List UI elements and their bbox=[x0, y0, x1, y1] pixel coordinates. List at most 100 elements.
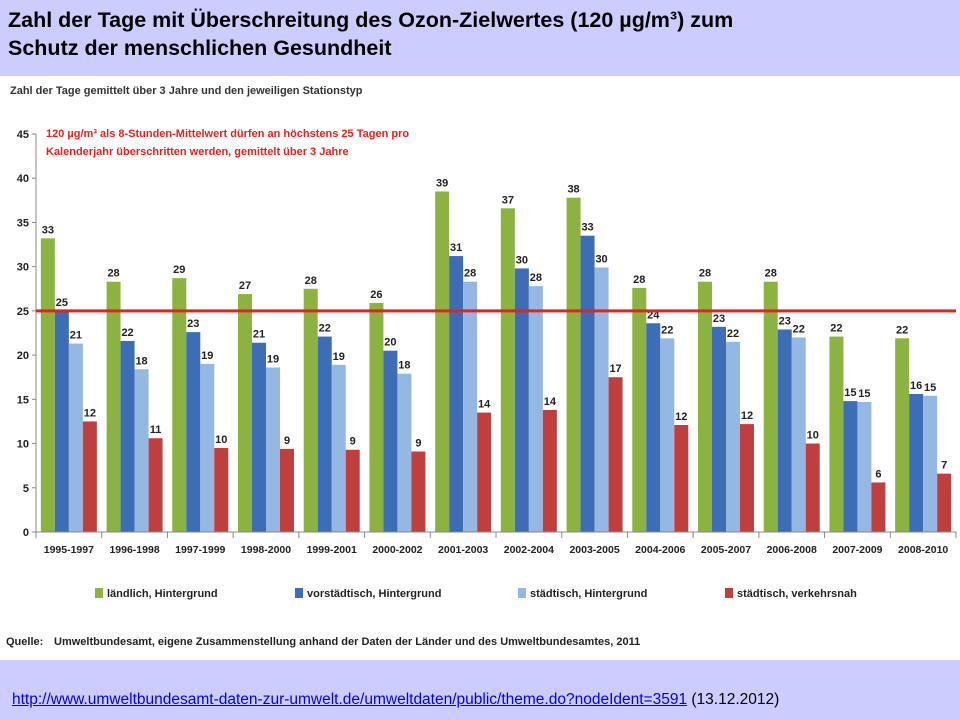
bar bbox=[777, 329, 792, 532]
source-text: Umweltbundesamt, eigene Zusammenstellung… bbox=[54, 636, 640, 648]
page-title: Zahl der Tage mit Überschreitung des Ozo… bbox=[8, 6, 948, 62]
x-tick-label: 2000-2002 bbox=[372, 544, 422, 556]
bar bbox=[303, 288, 318, 532]
bar bbox=[172, 278, 187, 532]
bar bbox=[763, 281, 778, 532]
bar bbox=[252, 342, 266, 532]
bar-data-label: 22 bbox=[727, 328, 739, 340]
bar bbox=[726, 341, 740, 532]
bar-data-label: 25 bbox=[56, 297, 68, 309]
bar-data-label: 26 bbox=[370, 289, 382, 301]
bar-data-label: 14 bbox=[478, 399, 491, 411]
bar bbox=[791, 337, 806, 532]
bar bbox=[580, 235, 595, 532]
bar-data-label: 18 bbox=[135, 355, 147, 367]
page-title-line-1: Zahl der Tage mit Überschreitung des Ozo… bbox=[8, 8, 734, 32]
bar-data-label: 12 bbox=[741, 410, 753, 422]
bar-data-label: 30 bbox=[516, 254, 528, 266]
bar bbox=[712, 326, 726, 532]
legend-swatch bbox=[518, 588, 526, 598]
bar-data-label: 12 bbox=[675, 411, 687, 423]
bar-data-label: 10 bbox=[215, 434, 227, 446]
bar bbox=[542, 409, 557, 532]
legend-label: ländlich, Hintergrund bbox=[107, 588, 218, 600]
bar-data-label: 17 bbox=[609, 363, 621, 375]
threshold-annotation-line-1: 120 µg/m³ als 8-Stunden-Mittelwert dürfe… bbox=[46, 128, 409, 140]
bar bbox=[266, 367, 280, 532]
y-tick-label: 30 bbox=[17, 262, 29, 274]
bar-data-label: 6 bbox=[875, 468, 881, 480]
bar-data-label: 22 bbox=[896, 324, 908, 336]
bar-chart: Zahl der Tage gemittelt über 3 Jahre und… bbox=[6, 85, 957, 648]
bar bbox=[594, 267, 609, 532]
source-url-link[interactable]: http://www.umweltbundesamt-daten-zur-umw… bbox=[12, 691, 688, 708]
bar-data-label: 14 bbox=[544, 396, 557, 408]
bar bbox=[937, 473, 952, 532]
bar bbox=[895, 338, 910, 532]
bar-data-label: 22 bbox=[830, 323, 842, 335]
bar-data-label: 28 bbox=[530, 272, 542, 284]
y-tick-label: 35 bbox=[17, 217, 29, 229]
x-tick-label: 2002-2004 bbox=[504, 544, 554, 556]
bar bbox=[397, 373, 412, 532]
bar-data-label: 9 bbox=[350, 436, 356, 448]
bar bbox=[632, 287, 647, 532]
legend-swatch bbox=[95, 588, 103, 598]
bar bbox=[477, 412, 492, 532]
bar-data-label: 12 bbox=[84, 407, 96, 419]
bar bbox=[186, 332, 201, 532]
x-tick-label: 2005-2007 bbox=[701, 544, 751, 556]
bar bbox=[500, 208, 515, 532]
x-tick-label: 1996-1998 bbox=[109, 544, 159, 556]
legend-label: vorstädtisch, Hintergrund bbox=[307, 588, 441, 600]
bar bbox=[40, 238, 55, 532]
x-tick-label: 1998-2000 bbox=[241, 544, 291, 556]
bar bbox=[740, 424, 754, 532]
x-tick-label: 2008-2010 bbox=[898, 544, 948, 556]
bar-data-label: 28 bbox=[464, 268, 476, 280]
bar-data-label: 31 bbox=[450, 242, 462, 254]
bar-data-label: 21 bbox=[70, 330, 82, 342]
bar-data-label: 38 bbox=[567, 184, 579, 196]
bar bbox=[514, 268, 529, 532]
bar bbox=[463, 281, 478, 532]
y-tick-label: 45 bbox=[17, 129, 29, 141]
bar bbox=[238, 294, 252, 532]
bar-data-label: 28 bbox=[107, 268, 119, 280]
threshold-annotation-line-2: Kalenderjahr überschritten werden, gemit… bbox=[46, 146, 349, 158]
bar-data-label: 16 bbox=[910, 380, 922, 392]
x-tick-label: 2001-2003 bbox=[438, 544, 488, 556]
bar-data-label: 11 bbox=[150, 424, 162, 436]
bar-data-label: 33 bbox=[42, 224, 54, 236]
bar-data-label: 19 bbox=[333, 351, 345, 363]
bar-data-label: 28 bbox=[765, 268, 777, 280]
bar-data-label: 19 bbox=[201, 350, 213, 362]
bar bbox=[646, 323, 661, 532]
footer: http://www.umweltbundesamt-daten-zur-umw… bbox=[12, 691, 779, 709]
bar-data-label: 23 bbox=[187, 318, 199, 330]
bar-data-label: 20 bbox=[384, 337, 396, 349]
bar bbox=[54, 310, 69, 532]
bar bbox=[674, 424, 689, 532]
bar bbox=[331, 364, 346, 532]
chart-title: Zahl der Tage gemittelt über 3 Jahre und… bbox=[10, 85, 363, 97]
bar-data-label: 39 bbox=[436, 177, 448, 189]
bar-data-label: 7 bbox=[941, 460, 947, 472]
y-tick-label: 40 bbox=[17, 173, 29, 185]
bar bbox=[317, 336, 332, 532]
bar-data-label: 22 bbox=[121, 327, 133, 339]
bar-data-label: 15 bbox=[844, 387, 856, 399]
x-tick-label: 2003-2005 bbox=[569, 544, 619, 556]
bar bbox=[435, 191, 450, 532]
bar bbox=[843, 401, 858, 532]
bar bbox=[120, 340, 135, 532]
legend-label: städtisch, Hintergrund bbox=[530, 588, 647, 600]
y-tick-label: 25 bbox=[17, 306, 29, 318]
bar bbox=[68, 343, 83, 532]
bar-data-label: 28 bbox=[633, 274, 645, 286]
bar bbox=[411, 451, 426, 532]
bar-data-label: 15 bbox=[924, 382, 936, 394]
page-title-line-2: Schutz der menschlichen Gesundheit bbox=[8, 36, 392, 60]
bar bbox=[871, 482, 886, 532]
bar bbox=[923, 395, 938, 532]
